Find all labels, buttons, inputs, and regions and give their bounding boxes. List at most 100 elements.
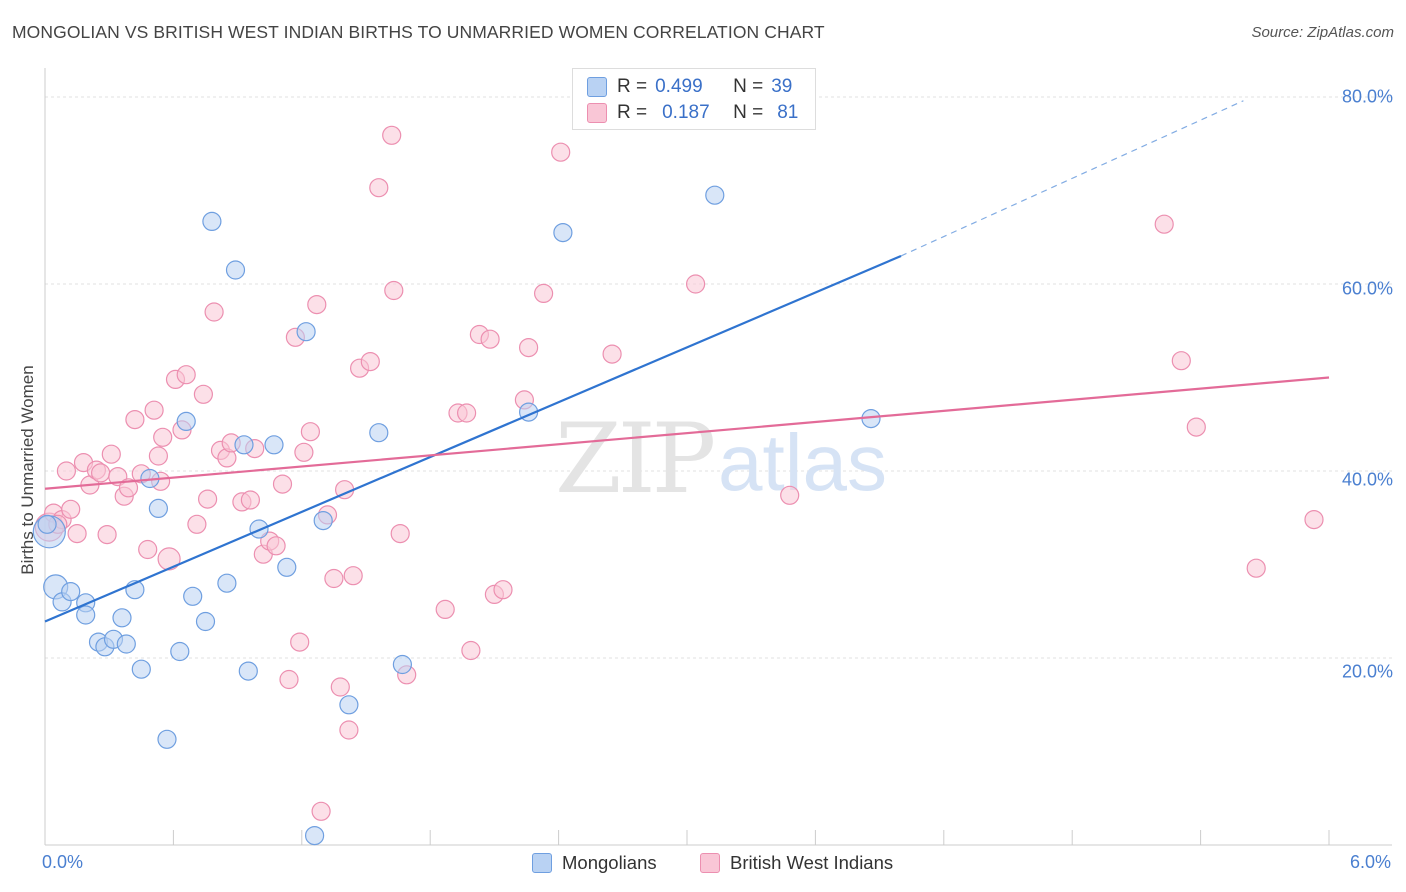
mongolian-point-19 [195,611,216,632]
mongolian-point-30 [313,510,333,531]
r-label: R = [617,102,648,123]
mongolian-point-38 [37,514,57,534]
british-west-indian-point-25 [187,514,207,534]
mongolian-point-9 [112,608,132,628]
british-west-indian-point-45 [311,801,331,821]
mongolian-point-16 [170,641,190,662]
mongolian-point-12 [131,659,151,679]
legend-label-mongolians: Mongolians [562,852,657,873]
trend-lines [44,100,1330,623]
mongolian-point-26 [264,435,284,455]
british-west-indian-point-16 [138,539,158,560]
british-west-indian-point-39 [279,669,299,690]
y-tick-label-40: 40.0% [1341,469,1393,490]
british-west-indian-point-3 [61,499,81,519]
stats-row-mongolians: R = 0.499 N = 39 [587,75,792,99]
mongolian-point-14 [148,498,168,518]
british-west-indian-point-80 [56,461,77,481]
mongolian-point-36 [705,185,725,205]
swatch-blue [587,77,607,97]
british-west-indian-point-48 [330,677,350,697]
n-value-mongolians: 39 [771,76,793,97]
mongolian-point-29 [305,825,325,846]
stats-row-british-west-indians: R = 0.187 N = 81 [587,101,798,125]
swatch-pink [587,103,607,123]
n-label: N = [733,102,764,123]
r-value-mongolians: 0.499 [655,76,703,97]
british-west-indian-point-53 [360,352,380,372]
british-west-indian-point-18 [148,446,168,466]
x-tick-label-min: 0.0% [42,852,84,872]
mongolian-point-18 [183,586,203,606]
mongolian-point-5 [76,605,96,625]
x-ticks [44,830,1330,845]
british-west-indian-point-69 [533,283,554,303]
mongolian-point-32 [369,423,389,443]
british-west-indian-point-59 [435,599,455,620]
british-west-indian-point-37 [266,536,286,556]
british-west-indian-point-66 [493,580,513,600]
british-west-indian-point-61 [457,403,477,423]
watermark-zip: ZIP [555,403,714,515]
watermark-atlas: atlas [718,418,887,507]
mongolian-point-28 [296,322,316,342]
british-west-indian-point-41 [290,632,310,652]
trend-line-mongolians-extension [900,100,1244,257]
stats-legend: R = 0.499 N = 39 R = 0.187 N = 81 [572,68,816,130]
legend-swatch-pink [700,853,720,873]
british-west-indian-point-27 [198,489,218,509]
r-label: R = [617,76,648,97]
british-west-indian-point-57 [390,523,410,544]
british-west-indian-point-26 [193,384,213,404]
british-west-indian-point-44 [307,295,327,315]
british-west-indian-point-38 [272,474,293,494]
british-west-indian-point-9 [97,524,117,545]
british-west-indian-point-62 [461,640,481,661]
mongolian-point-31 [339,695,359,715]
legend-item-british-west-indians: British West Indians [700,851,893,875]
chart-title: MONGOLIAN VS BRITISH WEST INDIAN BIRTHS … [12,22,825,42]
mongolian-point-10 [116,634,136,654]
british-west-indian-point-51 [343,566,363,586]
mongolian-point-33 [392,654,412,675]
legend-swatch-blue [532,853,552,873]
x-tick-label-max: 6.0% [1350,852,1392,872]
british-west-indian-point-56 [384,280,404,301]
british-west-indian-point-47 [324,568,344,589]
british-west-indian-point-55 [382,125,402,145]
y-tick-label-80: 80.0% [1341,86,1393,107]
british-west-indian-point-4 [67,523,87,544]
british-west-indian-point-43 [300,422,320,442]
mongolian-point-22 [225,260,246,280]
points-pink [34,125,1324,821]
source-label: Source: ZipAtlas.com [1251,24,1394,41]
y-axis-title: Births to Unmarried Women [18,365,37,575]
mongolian-point-20 [202,211,222,231]
british-west-indian-point-20 [153,427,173,447]
british-west-indian-point-75 [1171,351,1191,371]
british-west-indian-point-64 [480,329,500,349]
british-west-indian-point-78 [1304,509,1324,530]
mongolian-point-17 [176,411,196,431]
trend-line-mongolians [44,254,902,623]
british-west-indian-point-8 [90,463,111,483]
british-west-indian-point-13 [118,478,139,498]
mongolian-point-27 [277,557,297,577]
british-west-indian-point-74 [1154,214,1174,234]
british-west-indian-point-68 [518,338,539,358]
british-west-indian-point-17 [144,400,164,420]
british-west-indian-point-50 [339,720,359,740]
mongolian-point-23 [234,435,254,455]
mongolian-point-21 [217,573,237,593]
r-value-british-west-indians: 0.187 [662,102,710,123]
y-tick-label-60: 60.0% [1341,278,1393,299]
british-west-indian-point-14 [125,410,145,430]
british-west-indian-point-24 [176,365,196,385]
n-label: N = [733,76,764,97]
british-west-indian-point-28 [204,302,224,322]
watermark: ZIP atlas [555,403,887,515]
british-west-indian-point-77 [1246,558,1266,578]
british-west-indian-point-73 [780,485,800,505]
legend-item-mongolians: Mongolians [532,851,657,875]
